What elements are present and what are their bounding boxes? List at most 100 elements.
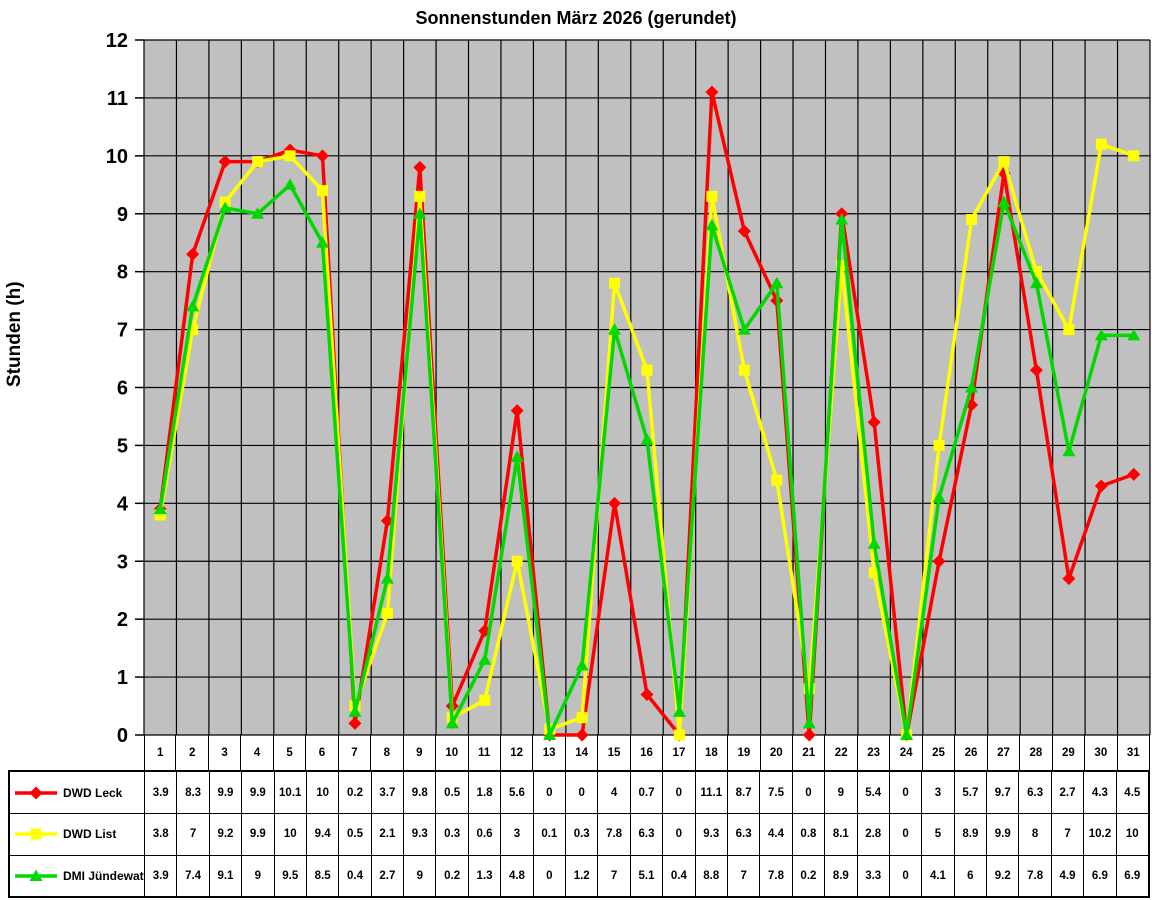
marker-triangle: [348, 705, 362, 717]
value-cell: 2.7: [1050, 772, 1083, 814]
value-cell: 9: [824, 772, 856, 814]
y-tick-label: 5: [117, 435, 128, 457]
day-label: 8: [371, 735, 404, 770]
value-cell: 9.1: [208, 854, 242, 896]
y-tick-label: 7: [117, 320, 128, 342]
marker-square: [966, 214, 978, 226]
day-label: 2: [176, 735, 209, 770]
y-tick-label: 1: [117, 667, 128, 689]
day-label: 13: [533, 735, 566, 770]
legend-dmi-j-ndewatt: DMI Jündewatt: [10, 854, 144, 896]
marker-square: [836, 260, 848, 272]
value-cell: 8.1: [824, 813, 857, 855]
day-label: 17: [663, 735, 696, 770]
value-cell: 0: [532, 772, 565, 814]
marker-triangle: [29, 869, 43, 881]
value-cell: 9: [403, 854, 436, 896]
value-cell: 4.8: [500, 854, 533, 896]
value-cell: 5.6: [500, 772, 532, 814]
value-cell: 4.9: [1050, 854, 1084, 896]
value-cell: 3.8: [144, 813, 177, 855]
day-label: 18: [696, 735, 729, 770]
marker-square: [803, 683, 815, 695]
value-cell: 9.4: [305, 813, 339, 855]
marker-square: [1095, 138, 1107, 150]
value-cell: 9.3: [403, 813, 436, 855]
value-cell: 7: [597, 854, 630, 896]
value-cell: 0.2: [338, 772, 370, 814]
value-cell: 6.3: [629, 813, 663, 855]
value-cell: 0.3: [435, 813, 468, 855]
value-cell: 7: [726, 854, 760, 896]
value-cell: 8.9: [824, 854, 857, 896]
day-label: 1: [144, 735, 177, 770]
marker-square: [414, 190, 426, 202]
value-cell: 0: [888, 854, 922, 896]
marker-triangle: [640, 433, 654, 445]
marker-diamond: [608, 496, 622, 510]
value-cell: 8.7: [726, 772, 759, 814]
y-tick-label: 9: [117, 204, 128, 226]
value-cell: 9.9: [241, 813, 274, 855]
marker-triangle: [445, 716, 459, 729]
marker-square: [30, 828, 42, 840]
marker-square: [1063, 324, 1075, 336]
marker-diamond: [348, 716, 362, 730]
marker-diamond: [315, 149, 329, 163]
marker-triangle: [283, 178, 297, 190]
value-cell: 9.8: [403, 772, 435, 814]
marker-square: [1128, 150, 1140, 162]
marker-square: [868, 567, 880, 579]
day-label: 12: [501, 735, 534, 770]
marker-square: [706, 190, 718, 202]
y-tick-label: 10: [106, 146, 128, 168]
marker-square: [933, 439, 945, 451]
x-axis-day-row: 1 2 3 4 5 6 7 8 9 10 11 12 13 14 15 16 17 18 19 20 21 22 23 24 2…: [144, 735, 1150, 770]
marker-square: [316, 185, 328, 197]
marker-triangle: [218, 201, 232, 213]
value-cell: 7: [1050, 813, 1084, 855]
marker-triangle: [997, 195, 1011, 208]
day-label: 24: [890, 735, 923, 770]
value-cell: 10.2: [1083, 813, 1116, 855]
marker-diamond: [802, 728, 816, 742]
value-cell: 7.4: [176, 854, 209, 896]
y-tick-label: 4: [117, 493, 129, 515]
value-cell: 8.3: [176, 772, 208, 814]
value-cell: 7.8: [1018, 854, 1051, 896]
value-cell: 7.8: [759, 854, 792, 896]
value-cell: 4.3: [1083, 772, 1115, 814]
marker-square: [284, 150, 296, 162]
value-cell: 0.5: [338, 813, 371, 855]
value-cell: 4.1: [921, 854, 954, 896]
marker-diamond: [705, 85, 719, 99]
value-cell: 10: [1115, 813, 1148, 855]
triangle-legend-icon: [15, 869, 57, 881]
value-cell: 7.8: [597, 813, 630, 855]
value-cell: 9: [241, 854, 274, 896]
day-label: 25: [923, 735, 956, 770]
day-label: 22: [825, 735, 858, 770]
marker-square: [673, 729, 685, 741]
marker-triangle: [900, 728, 914, 740]
marker-square: [252, 156, 264, 168]
marker-triangle: [867, 537, 881, 549]
value-cell: 6.3: [1018, 772, 1050, 814]
series-name: DWD Leck: [63, 785, 123, 800]
y-tick-label: 6: [117, 378, 128, 400]
value-cell: 0.7: [629, 772, 662, 814]
value-cell: 1.2: [565, 854, 598, 896]
legend-dwd-leck: DWD Leck: [10, 772, 144, 813]
value-cell: 0.8: [791, 813, 825, 855]
day-label: 29: [1053, 735, 1086, 770]
marker-diamond: [218, 155, 232, 169]
value-cell: 0: [888, 813, 922, 855]
marker-triangle: [575, 659, 589, 671]
y-tick-label: 8: [117, 262, 128, 284]
data-table: DWD Leck 3.9 8.3 9.9 9.9 10.1 10 0.2 3.7 9.8 0.5 1.…: [8, 770, 1150, 898]
value-cell: 0.3: [565, 813, 598, 855]
y-tick-label: 11: [107, 88, 128, 110]
day-label: 4: [241, 735, 274, 770]
value-cell: 0.2: [791, 854, 825, 896]
